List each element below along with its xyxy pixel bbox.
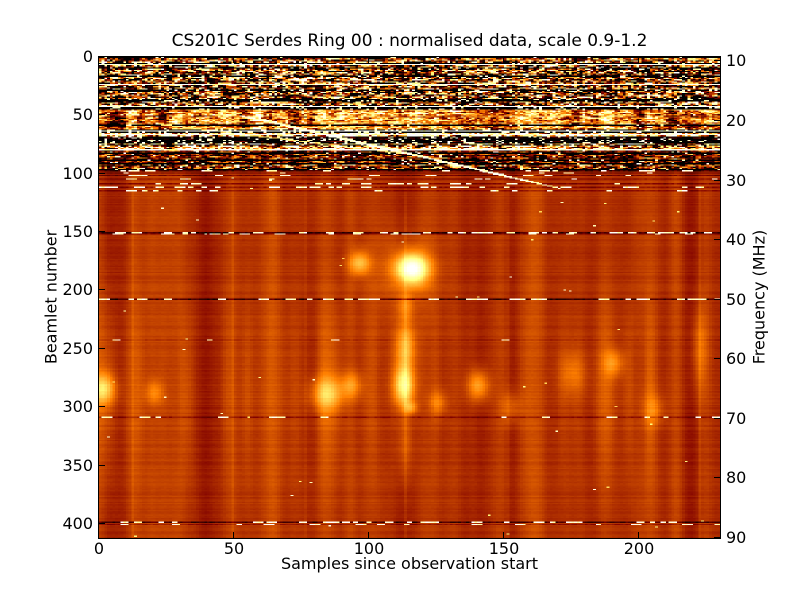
plot-area (98, 56, 721, 539)
y-left-tick-mark (99, 523, 105, 524)
y-right-tick-mark (714, 537, 720, 538)
y-left-tick-mark (99, 56, 105, 57)
y-left-tick-label: 50 (72, 105, 93, 124)
y-left-tick-mark (99, 173, 105, 174)
y-right-tick-label: 40 (726, 230, 747, 249)
y-left-tick-label: 250 (62, 339, 93, 358)
chart-title: CS201C Serdes Ring 00 : normalised data,… (171, 31, 648, 51)
x-tick-mark-top (638, 57, 639, 63)
y-left-tick-mark (99, 465, 105, 466)
y-right-tick-mark (714, 120, 720, 121)
y-right-tick-label: 20 (726, 111, 747, 130)
y-axis-label-right: Frequency (MHz) (749, 229, 769, 365)
heatmap-canvas (99, 57, 720, 538)
y-left-tick-mark (99, 289, 105, 290)
x-tick-mark-top (98, 57, 99, 63)
y-right-tick-label: 60 (726, 349, 747, 368)
x-tick-label: 100 (353, 539, 385, 558)
x-tick-label: 0 (93, 539, 105, 558)
x-tick-label: 200 (623, 539, 655, 558)
y-left-tick-mark (99, 231, 105, 232)
y-right-tick-label: 30 (726, 171, 747, 190)
x-tick-mark-top (233, 57, 234, 63)
x-tick-mark (368, 532, 369, 538)
x-tick-mark (233, 532, 234, 538)
y-left-tick-mark (99, 114, 105, 115)
y-right-tick-label: 10 (726, 51, 747, 70)
y-right-tick-label: 70 (726, 409, 747, 428)
x-tick-label: 50 (223, 539, 245, 558)
y-right-tick-mark (714, 358, 720, 359)
y-right-tick-mark (714, 239, 720, 240)
y-right-tick-label: 90 (726, 528, 747, 547)
x-tick-label: 150 (488, 539, 520, 558)
y-left-tick-label: 0 (82, 47, 93, 66)
x-tick-mark (98, 532, 99, 538)
y-left-tick-label: 350 (62, 456, 93, 475)
y-right-tick-label: 50 (726, 290, 747, 309)
x-tick-mark-top (503, 57, 504, 63)
y-left-tick-label: 150 (62, 222, 93, 241)
y-left-tick-label: 300 (62, 397, 93, 416)
x-tick-mark (503, 532, 504, 538)
y-right-tick-mark (714, 477, 720, 478)
y-left-tick-mark (99, 348, 105, 349)
y-left-tick-label: 100 (62, 164, 93, 183)
y-left-tick-label: 200 (62, 280, 93, 299)
x-tick-mark-top (368, 57, 369, 63)
x-tick-mark (638, 532, 639, 538)
y-right-tick-mark (714, 60, 720, 61)
y-right-tick-mark (714, 418, 720, 419)
y-right-tick-mark (714, 299, 720, 300)
y-right-tick-mark (714, 180, 720, 181)
y-right-tick-label: 80 (726, 468, 747, 487)
y-left-tick-label: 400 (62, 514, 93, 533)
y-left-tick-mark (99, 406, 105, 407)
x-axis-label: Samples since observation start (280, 554, 539, 573)
